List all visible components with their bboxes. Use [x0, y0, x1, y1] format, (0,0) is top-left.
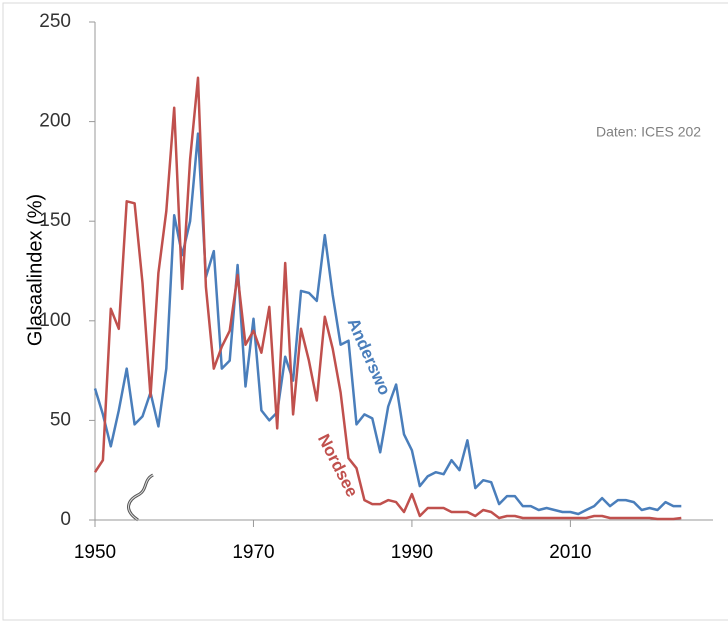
y-tick-label: 50 — [50, 409, 71, 430]
x-tick-label: 1950 — [74, 542, 116, 563]
y-tick-label: 250 — [39, 11, 71, 32]
y-tick-label: 150 — [39, 210, 71, 231]
series-line — [93, 76, 682, 521]
y-tick-label: 100 — [39, 310, 71, 331]
x-tick-label: 1990 — [391, 542, 433, 563]
x-tick-label: 1970 — [232, 542, 274, 563]
y-tick-label: 200 — [39, 111, 71, 132]
y-tick-label: 0 — [60, 509, 71, 530]
eel-icon — [127, 473, 154, 522]
x-tick-label: 2010 — [549, 542, 591, 563]
source-note: Daten: ICES 202 — [596, 124, 701, 140]
y-axis-label: Glasaalindex (%) — [24, 194, 46, 346]
series-line — [93, 132, 682, 516]
